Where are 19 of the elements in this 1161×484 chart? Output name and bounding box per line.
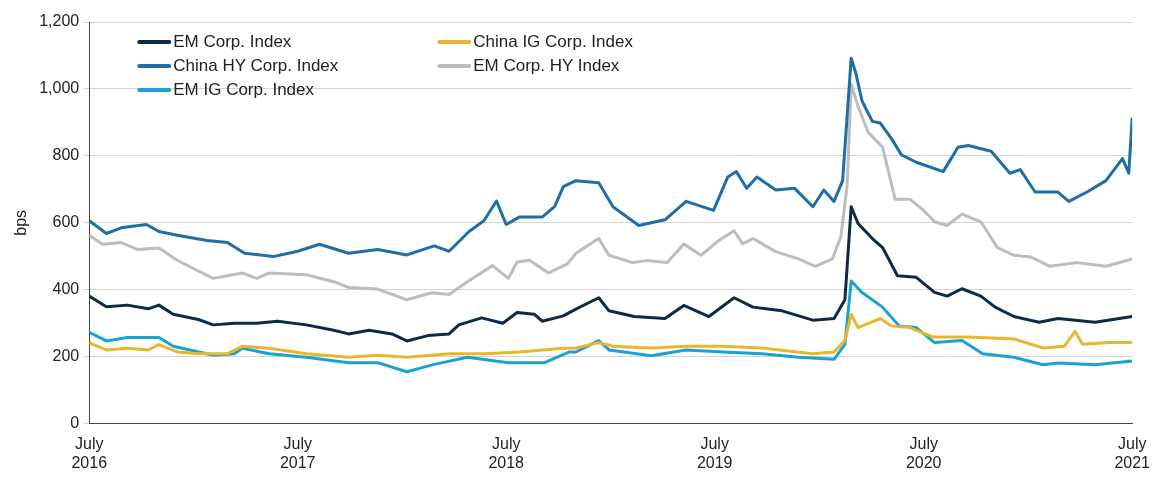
y-axis-title: bps: [12, 209, 30, 236]
y-tick-label: 0: [70, 414, 80, 432]
y-tick-label: 200: [52, 347, 80, 365]
y-tick-label: 1,200: [39, 12, 80, 30]
y-tick-label: 600: [52, 213, 80, 231]
y-tick-label: 1,000: [39, 79, 80, 97]
x-tick-label: July 2021: [1114, 434, 1151, 471]
legend-label: EM Corp. Index: [173, 31, 292, 51]
legend-label: EM Corp. HY Index: [473, 55, 620, 75]
x-tick-label: July 2019: [696, 434, 733, 471]
x-tick-label: July 2020: [905, 434, 942, 471]
x-tick-label: July 2017: [279, 434, 316, 471]
x-tick-label: July 2018: [488, 434, 525, 471]
y-tick-label: 800: [52, 146, 80, 164]
y-tick-label: 400: [52, 280, 80, 298]
legend-label: China IG Corp. Index: [473, 31, 634, 51]
legend-label: China HY Corp. Index: [173, 55, 339, 75]
x-tick-label: July 2016: [71, 434, 108, 471]
legend-label: EM IG Corp. Index: [173, 79, 315, 99]
